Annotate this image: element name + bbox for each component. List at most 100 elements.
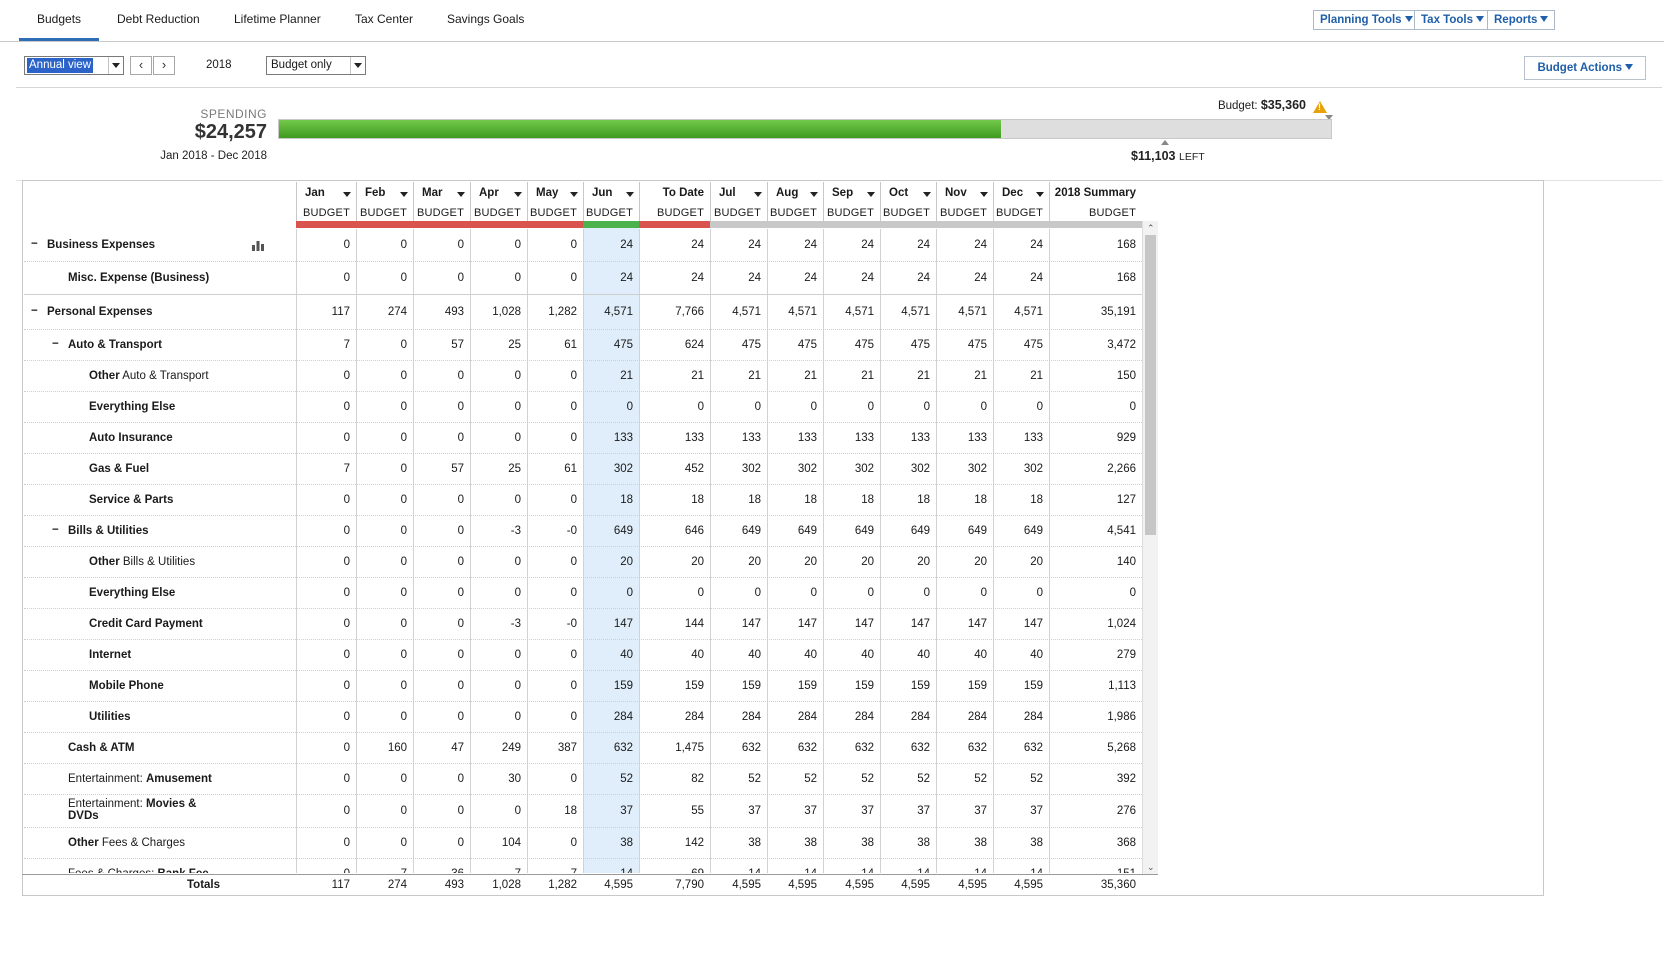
budget-cell[interactable]: 0 xyxy=(457,431,464,444)
budget-cell[interactable]: 20 xyxy=(620,555,633,568)
budget-cell[interactable]: 147 xyxy=(797,617,817,630)
budget-cell[interactable]: 24 xyxy=(861,271,874,284)
budget-cell[interactable]: 649 xyxy=(741,524,761,537)
column-header-feb[interactable]: Feb BUDGET xyxy=(356,182,413,222)
budget-cell[interactable]: 38 xyxy=(748,836,761,849)
budget-cell[interactable]: 160 xyxy=(387,741,407,754)
budget-cell[interactable]: 0 xyxy=(457,493,464,506)
budget-cell[interactable]: 14 xyxy=(583,868,633,874)
budget-cell[interactable]: 0 xyxy=(457,648,464,661)
budget-cell[interactable]: 0 xyxy=(514,586,521,599)
budget-cell[interactable]: 37 xyxy=(804,805,817,817)
column-menu-icon[interactable] xyxy=(626,192,634,197)
budget-cell[interactable]: 24 xyxy=(1030,271,1043,284)
budget-cell[interactable]: 0 xyxy=(457,271,464,284)
budget-cell[interactable]: 18 xyxy=(861,493,874,506)
budget-cell[interactable]: 0 xyxy=(570,586,577,599)
budget-cell[interactable]: -0 xyxy=(566,524,577,537)
budget-cell[interactable]: 0 xyxy=(343,586,350,599)
budget-cell[interactable]: 57 xyxy=(451,462,464,475)
budget-cell[interactable]: 38 xyxy=(1030,836,1043,849)
budget-cell[interactable]: 649 xyxy=(910,524,930,537)
budget-cell[interactable]: 368 xyxy=(1116,836,1136,849)
column-header-2018-summary[interactable]: 2018 Summary BUDGET xyxy=(1049,182,1142,222)
budget-cell[interactable]: 133 xyxy=(684,431,704,444)
table-row[interactable]: Cash & ATM 0 160 47 249 387 632 1,475 632 632 632 6… xyxy=(24,733,1142,764)
column-header-nov[interactable]: Nov BUDGET xyxy=(936,182,993,222)
budget-cell[interactable]: 279 xyxy=(1116,648,1136,661)
tax-tools-button[interactable]: Tax Tools xyxy=(1414,10,1491,30)
budget-cell[interactable]: 133 xyxy=(910,431,930,444)
budget-cell[interactable]: 38 xyxy=(620,836,633,849)
budget-cell[interactable]: 40 xyxy=(974,648,987,661)
column-header-aug[interactable]: Aug BUDGET xyxy=(767,182,823,222)
budget-cell[interactable]: 4,571 xyxy=(958,306,987,318)
budget-cell[interactable]: 0 xyxy=(343,493,350,506)
budget-cell[interactable]: 140 xyxy=(1116,555,1136,568)
budget-cell[interactable]: 0 xyxy=(343,679,350,692)
table-row[interactable]: Auto Insurance 0 0 0 0 0 133 133 133 133 133 133 133… xyxy=(24,423,1142,454)
budget-cell[interactable]: 0 xyxy=(514,369,521,382)
budget-cell[interactable]: 159 xyxy=(741,679,761,692)
budget-cell[interactable]: 632 xyxy=(910,741,930,754)
budget-cell[interactable]: 475 xyxy=(967,338,987,351)
budget-cell[interactable]: 47 xyxy=(451,741,464,754)
budget-cell[interactable]: 0 xyxy=(343,369,350,382)
budget-cell[interactable]: 1,475 xyxy=(675,741,704,754)
budget-cell[interactable]: 52 xyxy=(748,772,761,785)
budget-cell[interactable]: 159 xyxy=(684,679,704,692)
budget-cell[interactable]: 649 xyxy=(967,524,987,537)
column-menu-icon[interactable] xyxy=(810,192,818,197)
budget-cell[interactable]: 69 xyxy=(639,868,704,874)
budget-cell[interactable]: 0 xyxy=(923,586,930,599)
budget-cell[interactable]: 475 xyxy=(797,338,817,351)
budget-cell[interactable]: 0 xyxy=(514,400,521,413)
budget-cell[interactable]: 0 xyxy=(697,586,704,599)
budget-cell[interactable]: 159 xyxy=(613,679,633,692)
budget-cell[interactable]: 0 xyxy=(400,710,407,723)
budget-cell[interactable]: 0 xyxy=(980,400,987,413)
budget-cell[interactable]: 18 xyxy=(748,493,761,506)
budget-cell[interactable]: 21 xyxy=(691,369,704,382)
budget-cell[interactable]: 14 xyxy=(823,868,874,874)
budget-cell[interactable]: 649 xyxy=(854,524,874,537)
budget-cell[interactable]: 0 xyxy=(457,524,464,537)
column-menu-icon[interactable] xyxy=(514,192,522,197)
budget-cell[interactable]: 284 xyxy=(967,710,987,723)
prev-year-button[interactable]: ‹ xyxy=(130,56,152,75)
budget-cell[interactable]: 40 xyxy=(804,648,817,661)
budget-cell[interactable]: 0 xyxy=(570,648,577,661)
budget-cell[interactable]: 493 xyxy=(444,306,464,318)
budget-cell[interactable]: 21 xyxy=(861,369,874,382)
budget-cell[interactable]: 20 xyxy=(917,555,930,568)
budget-cell[interactable]: 0 xyxy=(570,772,577,785)
budget-cell[interactable]: 7 xyxy=(343,462,350,475)
budget-cell[interactable]: 4,541 xyxy=(1107,524,1136,537)
budget-cell[interactable]: 0 xyxy=(457,617,464,630)
budget-cell[interactable]: 0 xyxy=(457,805,464,817)
budget-cell[interactable]: 20 xyxy=(974,555,987,568)
budget-cell[interactable]: 0 xyxy=(400,617,407,630)
budget-cell[interactable]: 0 xyxy=(400,836,407,849)
budget-cell[interactable]: 38 xyxy=(917,836,930,849)
budget-cell[interactable]: 18 xyxy=(1030,493,1043,506)
budget-cell[interactable]: 52 xyxy=(974,772,987,785)
budget-cell[interactable]: 20 xyxy=(861,555,874,568)
column-header-jan[interactable]: Jan BUDGET xyxy=(296,182,356,222)
table-row[interactable]: Other Fees & Charges 0 0 0 104 0 38 142 38 38 38 38… xyxy=(24,828,1142,859)
budget-cell[interactable]: 0 xyxy=(343,836,350,849)
budget-cell[interactable]: 40 xyxy=(1030,648,1043,661)
planning-tools-button[interactable]: Planning Tools xyxy=(1313,10,1420,30)
budget-cell[interactable]: 1,024 xyxy=(1107,617,1136,630)
budget-cell[interactable]: 0 xyxy=(810,586,817,599)
budget-cell[interactable]: 147 xyxy=(1023,617,1043,630)
column-header-oct[interactable]: Oct BUDGET xyxy=(880,182,936,222)
budget-cell[interactable]: 36 xyxy=(413,868,464,874)
budget-cell[interactable]: 40 xyxy=(861,648,874,661)
budget-cell[interactable]: 0 xyxy=(400,772,407,785)
budget-cell[interactable]: 7,766 xyxy=(675,306,704,318)
budget-cell[interactable]: 133 xyxy=(854,431,874,444)
budget-cell[interactable]: 0 xyxy=(400,648,407,661)
budget-cell[interactable]: 151 xyxy=(1049,868,1136,874)
budget-cell[interactable]: 302 xyxy=(613,462,633,475)
